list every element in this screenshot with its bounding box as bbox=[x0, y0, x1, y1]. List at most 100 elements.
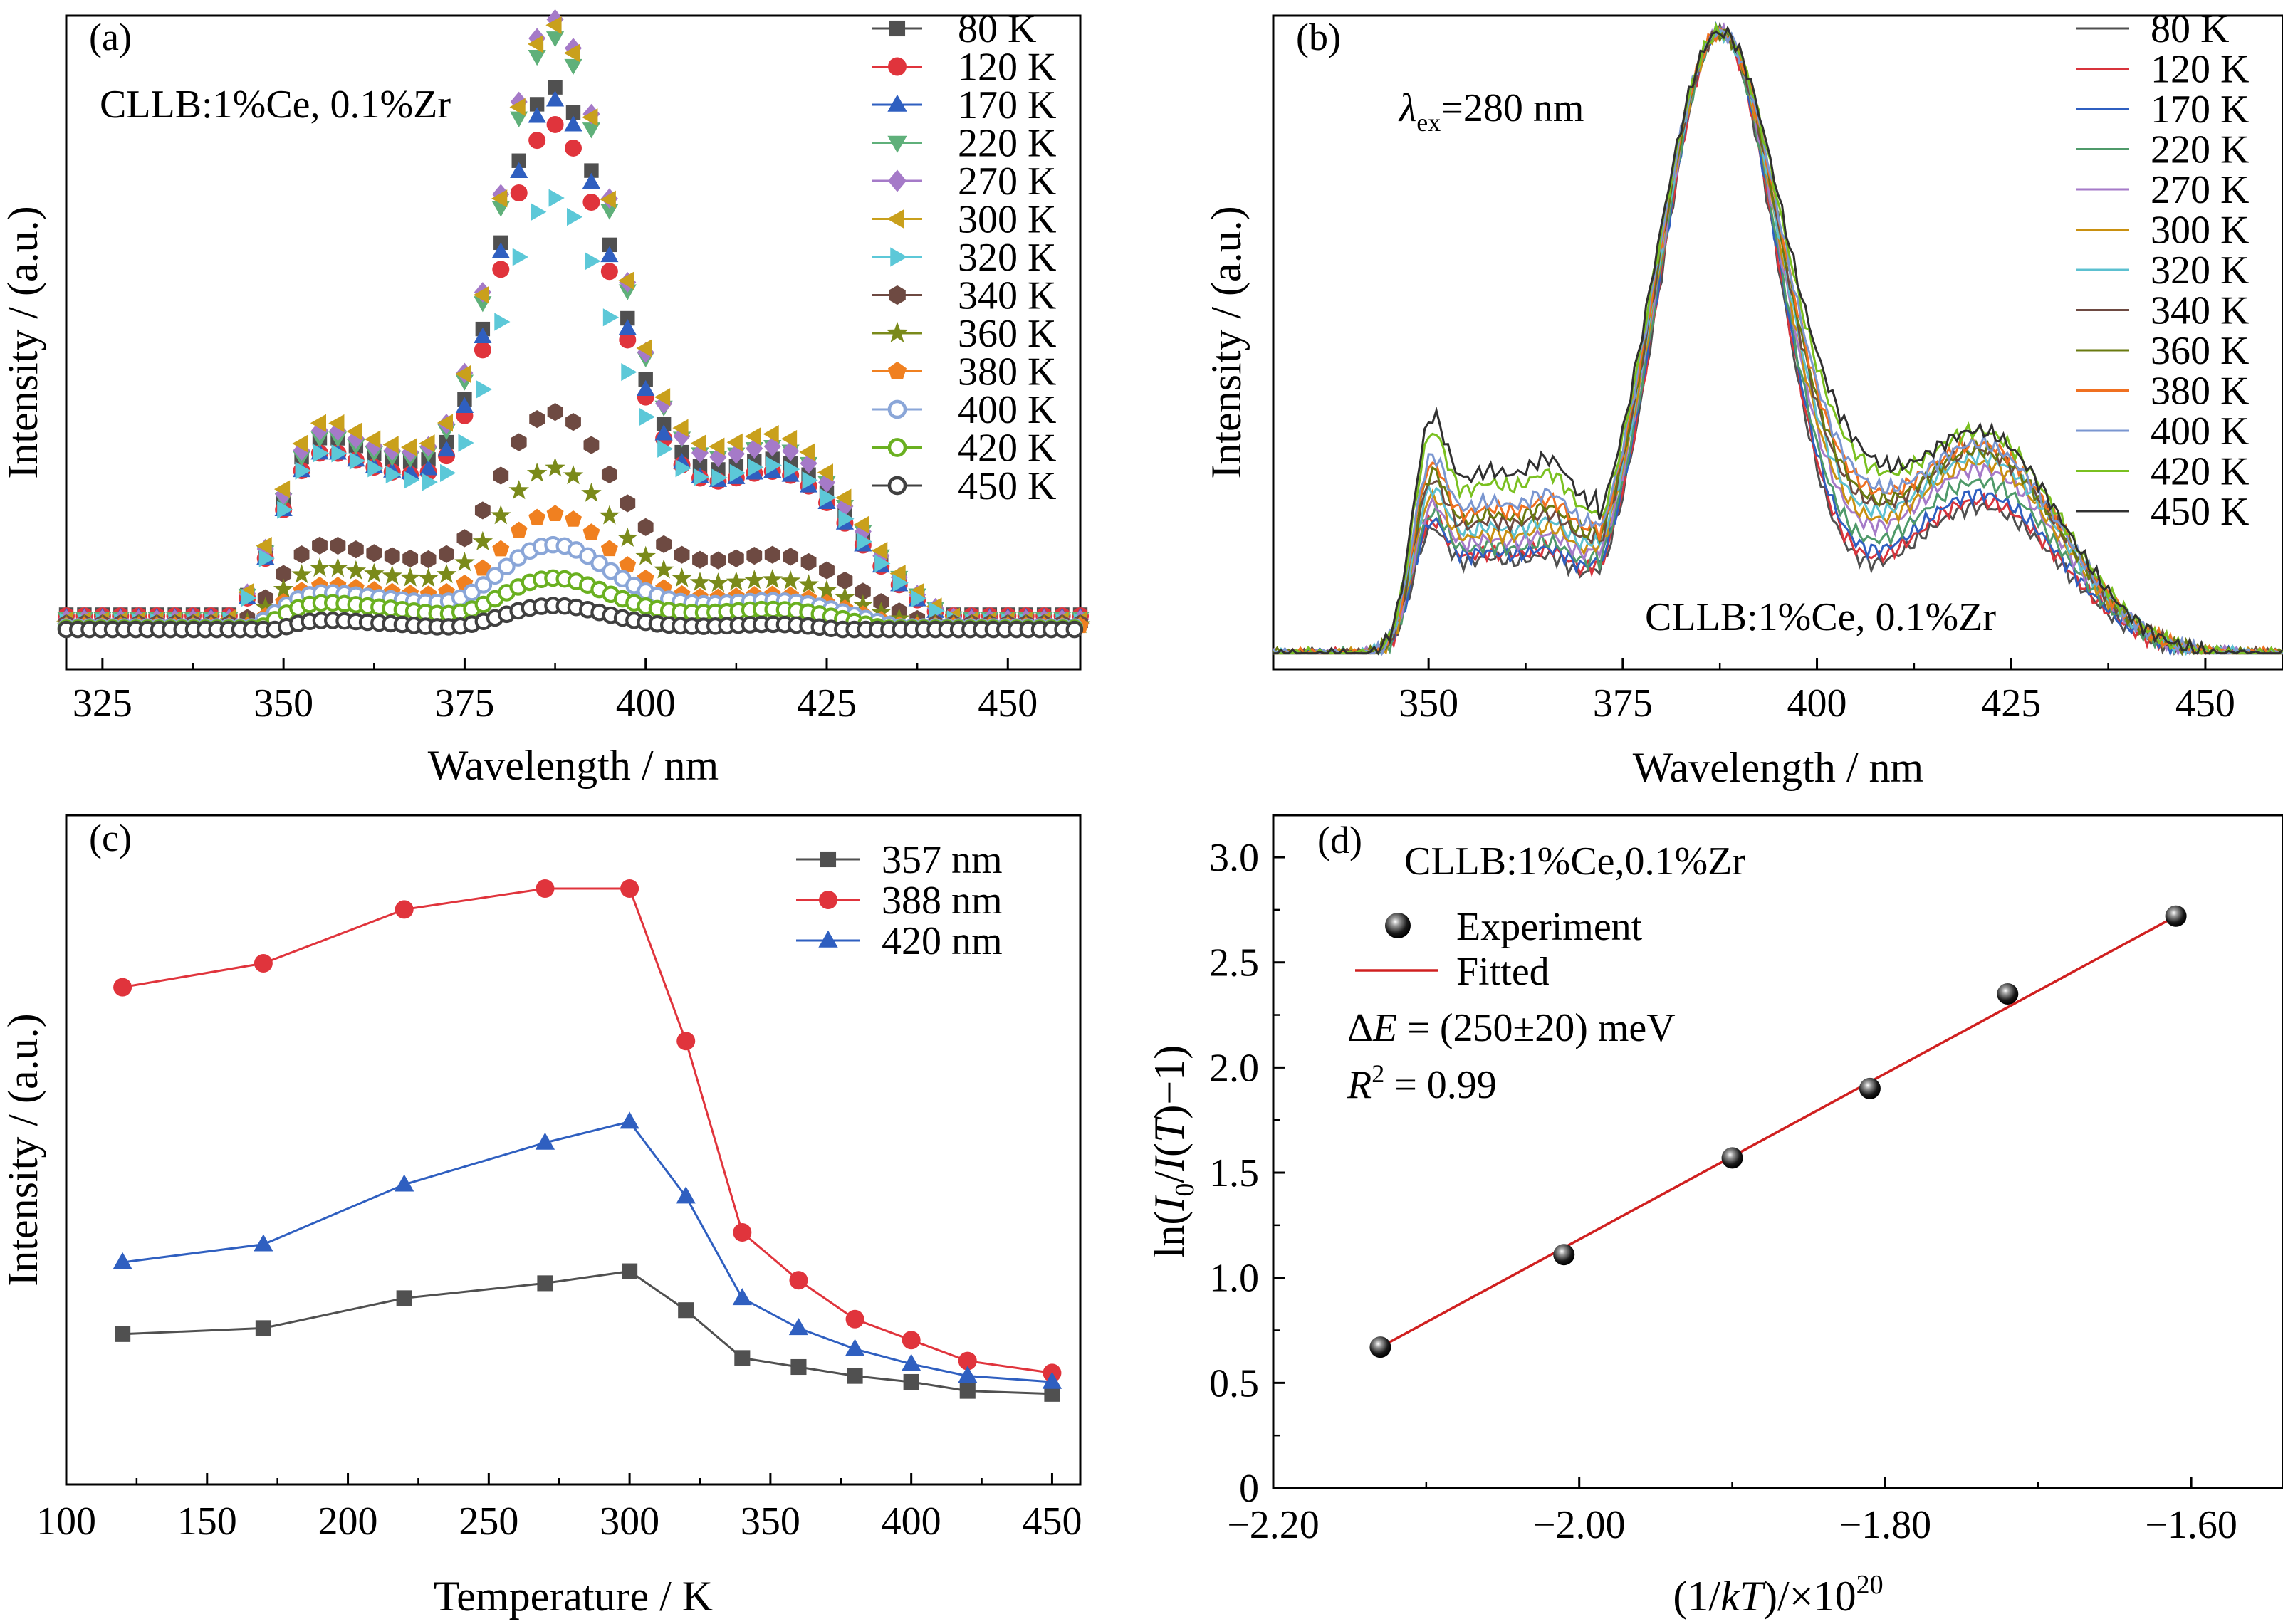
x-tick-label: 250 bbox=[459, 1499, 518, 1544]
data-point bbox=[498, 557, 516, 576]
data-point bbox=[636, 339, 652, 357]
lambda-value: =280 nm bbox=[1441, 86, 1584, 130]
data-point bbox=[582, 172, 601, 189]
data-point bbox=[764, 545, 780, 564]
legend-entry: 380 K bbox=[958, 350, 1056, 394]
data-point bbox=[531, 203, 547, 221]
data-point bbox=[619, 331, 637, 349]
data-point bbox=[422, 473, 438, 491]
data-point bbox=[510, 521, 528, 538]
data-point bbox=[486, 567, 504, 585]
x-axis-title: (1/kT)/×1020 bbox=[1673, 1570, 1883, 1620]
series-450-K bbox=[57, 597, 1084, 639]
data-point bbox=[548, 80, 563, 95]
data-point bbox=[254, 1234, 273, 1252]
y-axis-title: Intensity / (a.u.) bbox=[0, 1013, 46, 1286]
data-point bbox=[902, 1331, 921, 1350]
data-point bbox=[799, 443, 815, 461]
data-point bbox=[545, 16, 562, 34]
data-point bbox=[853, 515, 869, 534]
data-point bbox=[835, 587, 855, 607]
panel-b: 350 375 400 425 450 (b) λex=280 nm CLLB:1%Ce, 0… bbox=[1203, 7, 2283, 791]
data-point bbox=[959, 1383, 976, 1399]
series-80-K bbox=[58, 80, 1088, 622]
delta-symbol: Δ bbox=[1347, 1006, 1373, 1050]
data-point bbox=[637, 379, 655, 396]
legend-entry: 388 nm bbox=[882, 879, 1003, 923]
data-point bbox=[620, 1111, 639, 1129]
data-point bbox=[384, 547, 400, 565]
delta-e-annotation: ΔE = (250±20) meV bbox=[1347, 1006, 1676, 1050]
data-point bbox=[672, 419, 689, 437]
data-point bbox=[819, 561, 835, 580]
data-point bbox=[474, 341, 491, 359]
lambda-subscript: ex bbox=[1416, 108, 1441, 137]
legend-marker bbox=[819, 891, 837, 909]
legend-entry: 380 K bbox=[2151, 370, 2249, 414]
data-point bbox=[729, 463, 746, 482]
y-tick-label: 0 bbox=[1239, 1467, 1259, 1511]
data-point bbox=[620, 494, 636, 513]
experiment-point bbox=[1997, 983, 2019, 1005]
data-point bbox=[537, 1275, 553, 1292]
data-point bbox=[491, 189, 508, 208]
data-point bbox=[874, 554, 891, 573]
legend-entry: 120 K bbox=[2151, 48, 2249, 92]
x-tick-label: 200 bbox=[318, 1499, 378, 1544]
data-point bbox=[653, 559, 674, 579]
x-tick-label: 375 bbox=[1593, 681, 1653, 725]
y-tick-label: 1.0 bbox=[1209, 1257, 1259, 1301]
xlabel-part: )/×10 bbox=[1763, 1573, 1856, 1620]
data-point bbox=[847, 1368, 863, 1384]
data-point bbox=[528, 508, 546, 525]
r-value: = 0.99 bbox=[1384, 1063, 1497, 1107]
data-point bbox=[436, 563, 457, 584]
legend-entry: 420 K bbox=[2151, 450, 2249, 494]
data-point bbox=[456, 529, 473, 548]
data-point bbox=[345, 560, 367, 580]
data-point bbox=[748, 458, 764, 477]
data-point bbox=[1065, 620, 1084, 639]
data-point bbox=[817, 463, 833, 482]
data-point bbox=[455, 365, 471, 383]
data-point bbox=[734, 1350, 751, 1366]
data-point bbox=[396, 1290, 412, 1306]
data-point bbox=[763, 425, 779, 444]
legend-entry: Experiment bbox=[1456, 905, 1643, 949]
data-point bbox=[657, 439, 674, 458]
data-point bbox=[528, 132, 546, 150]
legend-marker bbox=[820, 851, 837, 868]
r-variable: R bbox=[1347, 1063, 1372, 1107]
x-axis-title: Wavelength / nm bbox=[428, 742, 719, 789]
legend-marker bbox=[887, 399, 907, 419]
data-point bbox=[492, 540, 510, 557]
data-point bbox=[511, 433, 527, 451]
data-point bbox=[367, 459, 384, 478]
data-point bbox=[399, 567, 421, 587]
data-point bbox=[565, 413, 581, 431]
data-point bbox=[766, 456, 782, 475]
x-tick-label: 375 bbox=[434, 681, 494, 725]
data-point bbox=[491, 242, 510, 258]
data-point bbox=[780, 429, 798, 449]
data-point bbox=[820, 488, 837, 507]
data-point bbox=[582, 108, 598, 127]
data-point bbox=[872, 541, 888, 560]
panel-label: (a) bbox=[89, 16, 132, 58]
plot-frame bbox=[1272, 14, 2283, 671]
data-point bbox=[929, 602, 945, 620]
data-point bbox=[728, 549, 744, 567]
data-point bbox=[585, 252, 601, 271]
data-point bbox=[256, 537, 272, 555]
x-tick-label: 350 bbox=[254, 681, 313, 725]
data-point bbox=[419, 459, 438, 476]
data-point bbox=[472, 530, 493, 551]
xlabel-superscript: 20 bbox=[1856, 1570, 1884, 1600]
x-tick-label: 400 bbox=[882, 1499, 941, 1544]
legend-marker bbox=[1385, 913, 1411, 938]
data-point bbox=[583, 436, 600, 454]
data-point bbox=[639, 407, 655, 426]
legend-entry: 120 K bbox=[958, 46, 1056, 90]
series-420-nm bbox=[113, 1111, 1062, 1389]
